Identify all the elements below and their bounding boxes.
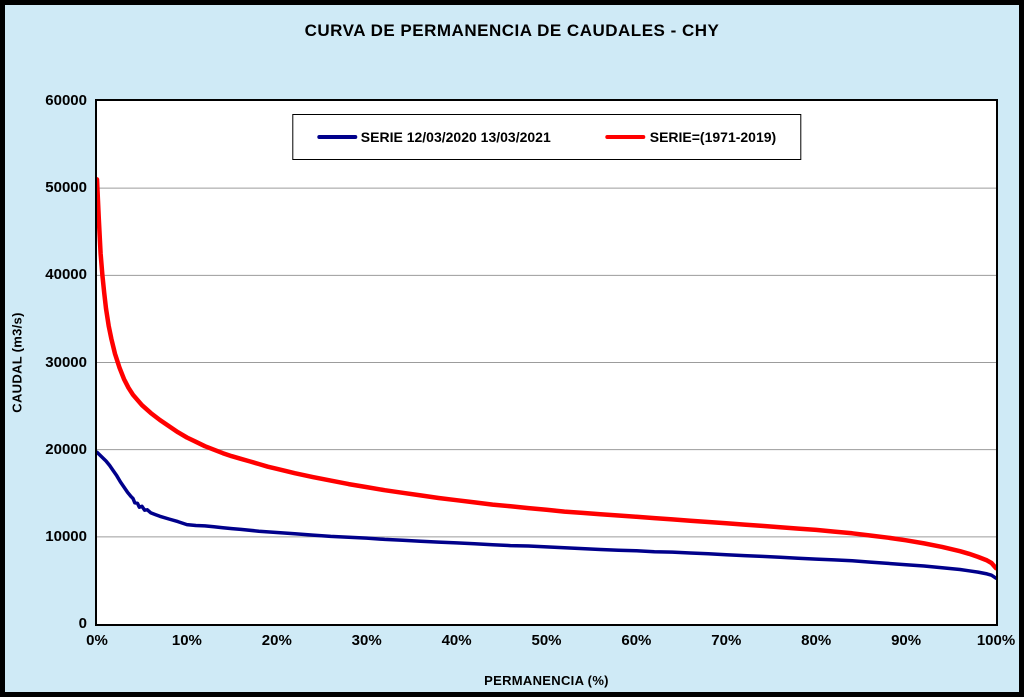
x-tick-label: 20% [261, 632, 292, 649]
x-tick-label: 10% [171, 632, 202, 649]
x-tick-label: 30% [351, 632, 382, 649]
legend-line-swatch-red [605, 134, 646, 140]
x-tick-label: 0% [86, 632, 108, 649]
series-line-0 [97, 450, 996, 580]
legend-label: SERIE=(1971-2019) [649, 129, 777, 145]
y-tick-label: 10000 [45, 527, 87, 545]
plot-canvas [97, 177, 996, 580]
series-line-1 [97, 177, 996, 571]
x-tick-label: 100% [976, 632, 1016, 649]
x-tick-label: 70% [711, 632, 742, 649]
y-tick-label: 50000 [45, 179, 87, 197]
y-tick-label: 0 [78, 615, 87, 632]
x-tick-label: 60% [621, 632, 652, 649]
y-axis-title: CAUDAL (m3/s) [9, 312, 25, 413]
x-tick-label: 80% [801, 632, 832, 649]
y-tick-label: 40000 [45, 266, 87, 284]
legend: SERIE 12/03/2020 13/03/2021 SERIE=(1971-… [291, 114, 802, 160]
y-tick-label: 60000 [45, 92, 87, 109]
y-tick-label: 20000 [45, 440, 87, 458]
legend-line-swatch-blue [316, 135, 357, 139]
legend-entry-serie-2020-2021: SERIE 12/03/2020 13/03/2021 [316, 129, 551, 145]
plot-area: SERIE 12/03/2020 13/03/2021 SERIE=(1971-… [95, 99, 998, 626]
x-tick-label: 90% [891, 632, 922, 649]
y-tick-label: 30000 [45, 353, 87, 371]
x-tick-label: 40% [441, 632, 472, 649]
chart-title: CURVA DE PERMANENCIA DE CAUDALES - CHY [304, 21, 720, 40]
x-axis-title: PERMANENCIA (%) [484, 673, 609, 688]
legend-entry-serie-1971-2019: SERIE=(1971-2019) [605, 129, 777, 145]
x-tick-label: 50% [531, 632, 562, 649]
legend-label: SERIE 12/03/2020 13/03/2021 [360, 129, 551, 145]
